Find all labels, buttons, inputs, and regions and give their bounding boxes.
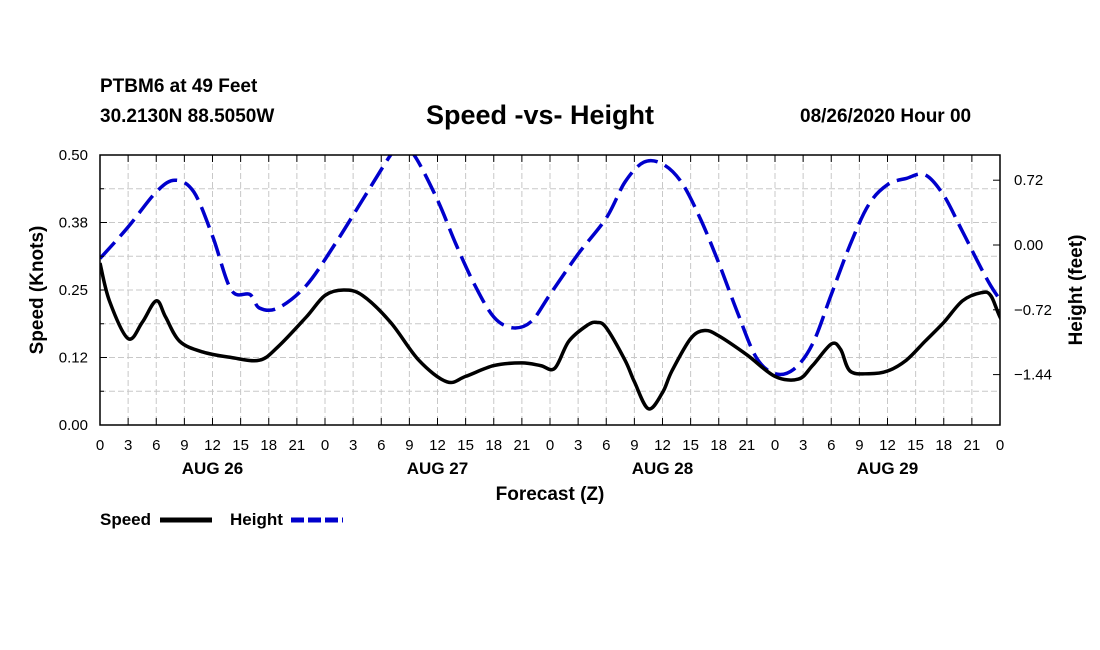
height-series-line: [100, 155, 1000, 377]
x-tick-label: 18: [935, 437, 952, 454]
x-tick-label: 3: [124, 437, 132, 454]
x-tick-label: 6: [152, 437, 160, 454]
left-tick-label: 0.12: [59, 350, 88, 367]
x-tick-label: 9: [180, 437, 188, 454]
x-tick-label: 21: [739, 437, 756, 454]
x-tick-label: 12: [654, 437, 671, 454]
x-tick-label: 15: [232, 437, 249, 454]
x-tick-label: 0: [996, 437, 1004, 454]
x-tick-label: 6: [602, 437, 610, 454]
chart-title: Speed -vs- Height: [426, 100, 655, 130]
day-label: AUG 29: [857, 459, 918, 478]
right-tick-label: −1.44: [1014, 367, 1052, 384]
x-tick-label: 0: [546, 437, 554, 454]
grid: [100, 155, 1000, 425]
x-tick-label: 21: [514, 437, 531, 454]
legend-height-label: Height: [230, 510, 283, 529]
speed-series-line: [100, 262, 1000, 411]
x-tick-label: 15: [907, 437, 924, 454]
right-tick-label: 0.00: [1014, 237, 1043, 254]
x-tick-label: 12: [429, 437, 446, 454]
x-tick-label: 9: [855, 437, 863, 454]
day-label: AUG 26: [182, 459, 243, 478]
x-tick-label: 21: [289, 437, 306, 454]
day-label: AUG 28: [632, 459, 693, 478]
legend-speed-label: Speed: [100, 510, 151, 529]
right-tick-label: −0.72: [1014, 302, 1052, 319]
x-tick-label: 15: [457, 437, 474, 454]
x-tick-label: 18: [260, 437, 277, 454]
x-tick-label: 6: [377, 437, 385, 454]
x-tick-label: 18: [485, 437, 502, 454]
station-label: PTBM6 at 49 Feet: [100, 76, 258, 97]
x-tick-label: 12: [879, 437, 896, 454]
x-tick-label: 21: [964, 437, 981, 454]
axes: 0 3 6 9 12 15 18 21 0 3 6 9 12 15 18 21 0 3 6 9 12 15 18 21 0 3 6 9…: [59, 147, 1052, 478]
left-tick-label: 0.50: [59, 147, 88, 164]
x-tick-label: 15: [682, 437, 699, 454]
right-axis-label: Height (feet): [1066, 235, 1087, 346]
x-axis-label: Forecast (Z): [496, 484, 605, 505]
x-tick-label: 9: [630, 437, 638, 454]
left-tick-label: 0.38: [59, 215, 88, 232]
coordinates-label: 30.2130N 88.5050W: [100, 106, 275, 127]
x-tick-label: 0: [96, 437, 104, 454]
x-tick-label: 12: [204, 437, 221, 454]
right-tick-label: 0.72: [1014, 172, 1043, 189]
x-tick-label: 3: [799, 437, 807, 454]
series-layer: [100, 155, 1000, 411]
x-tick-label: 9: [405, 437, 413, 454]
x-tick-label: 0: [321, 437, 329, 454]
left-axis-label: Speed (Knots): [27, 226, 48, 355]
x-tick-label: 18: [710, 437, 727, 454]
x-tick-label: 6: [827, 437, 835, 454]
x-tick-label: 3: [349, 437, 357, 454]
left-tick-label: 0.25: [59, 282, 88, 299]
forecast-timestamp: 08/26/2020 Hour 00: [800, 106, 972, 127]
legend: Speed Height: [100, 510, 343, 529]
left-tick-label: 0.00: [59, 417, 88, 434]
x-tick-label: 3: [574, 437, 582, 454]
x-tick-label: 0: [771, 437, 779, 454]
day-label: AUG 27: [407, 459, 468, 478]
